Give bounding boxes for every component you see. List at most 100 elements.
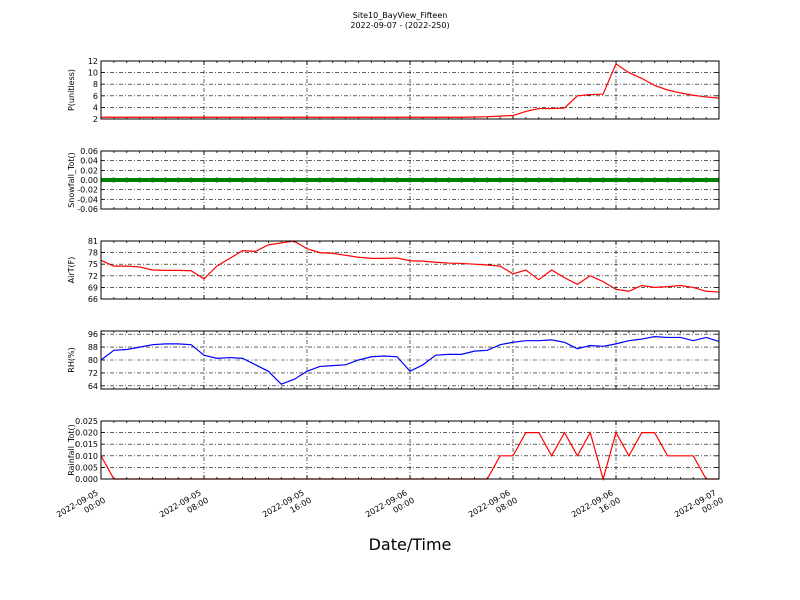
data-point: [613, 177, 619, 183]
data-point: [510, 177, 516, 183]
chart-title: Site10_BayView_Fifteen: [353, 11, 448, 20]
data-point: [446, 177, 452, 183]
data-point: [101, 177, 104, 183]
data-point: [150, 177, 155, 183]
data-point: [188, 177, 194, 183]
data-point: [137, 177, 143, 183]
data-point: [317, 177, 323, 183]
y-tick-label: 2: [93, 115, 98, 124]
data-point: [574, 177, 580, 183]
data-point: [253, 177, 258, 183]
data-line: [101, 240, 719, 293]
y-tick-label: 0.00: [80, 176, 98, 185]
y-tick-label: 0.04: [80, 157, 98, 166]
y-tick-label: 0.020: [75, 429, 98, 438]
data-point: [420, 177, 426, 183]
data-point: [665, 177, 670, 183]
y-tick-label: 6: [93, 92, 98, 101]
data-point: [600, 177, 606, 183]
y-tick-label: 78: [88, 249, 98, 258]
data-point: [497, 177, 503, 183]
data-point: [549, 177, 555, 183]
data-point: [265, 177, 271, 183]
y-tick-label: 64: [88, 382, 98, 391]
y-tick-label: 69: [88, 283, 98, 292]
y-tick-label: -0.04: [77, 195, 98, 204]
data-point: [278, 177, 284, 183]
data-point: [343, 177, 349, 183]
data-point: [690, 177, 696, 183]
plot-frame: [100, 240, 720, 300]
data-point: [356, 177, 361, 183]
chart-subtitle: 2022-09-07 - (2022-250): [350, 21, 449, 30]
plot-frame: [100, 150, 720, 210]
y-tick-label: 10: [88, 69, 98, 78]
y-axis-label: AirT(F): [67, 257, 76, 284]
x-axis-label: Date/Time: [369, 535, 452, 554]
y-tick-label: 75: [88, 260, 98, 269]
data-point: [368, 177, 374, 183]
y-axis-label: P(unitless): [67, 69, 76, 111]
data-point: [162, 177, 168, 183]
data-point: [227, 177, 233, 183]
data-point: [716, 177, 719, 183]
y-tick-label: 0.010: [75, 452, 98, 461]
y-tick-label: -0.06: [77, 205, 98, 214]
data-point: [291, 177, 297, 183]
y-tick-label: 0.025: [75, 417, 98, 426]
data-point: [175, 177, 181, 183]
data-point: [471, 177, 477, 183]
y-tick-label: 80: [88, 356, 98, 365]
data-point: [124, 177, 130, 183]
data-point: [459, 177, 464, 183]
panel: -0.06-0.04-0.020.000.020.040.06 Snowfall_…: [67, 147, 720, 214]
y-tick-label: 72: [88, 369, 98, 378]
y-tick-label: 88: [88, 343, 98, 352]
y-tick-label: 72: [88, 272, 98, 281]
y-axis-label: RH(%): [67, 347, 76, 372]
data-point: [652, 177, 658, 183]
data-layer: [101, 336, 719, 385]
y-axis-label: Snowfall_Tot(): [67, 152, 76, 208]
data-point: [562, 177, 567, 183]
data-layer: [101, 240, 719, 293]
plot-frame: [100, 420, 720, 480]
panel: 66 69 72 75 78 81 AirT(F): [67, 237, 720, 304]
data-point: [201, 177, 207, 183]
data-point: [626, 177, 632, 183]
y-tick-label: 8: [93, 80, 98, 89]
data-point: [639, 177, 645, 183]
y-tick-label: 0.005: [75, 463, 98, 472]
y-tick-label: 0.015: [75, 440, 98, 449]
plot-frame: [100, 60, 720, 120]
y-tick-label: 96: [88, 330, 98, 339]
data-layer: [101, 177, 719, 183]
data-point: [433, 177, 439, 183]
data-point: [330, 177, 336, 183]
data-point: [304, 177, 310, 183]
y-tick-label: 12: [88, 57, 98, 66]
y-tick-label: 0.06: [80, 147, 98, 156]
data-point: [111, 177, 117, 183]
data-line: [101, 62, 719, 118]
data-point: [214, 177, 220, 183]
data-point: [394, 177, 400, 183]
data-point: [703, 177, 709, 183]
data-point: [240, 177, 246, 183]
panel: 2 4 6 8 10 12 P(unitless): [67, 57, 720, 124]
y-tick-label: 4: [93, 103, 98, 112]
data-point: [381, 177, 387, 183]
y-tick-label: -0.02: [77, 186, 98, 195]
data-layer: [101, 62, 719, 118]
data-point: [677, 177, 683, 183]
panel: 64 72 80 88 96 RH(%): [67, 330, 720, 391]
y-tick-label: 66: [88, 295, 98, 304]
plot-frame: [100, 330, 720, 390]
data-point: [407, 177, 413, 183]
data-point: [587, 177, 593, 183]
data-point: [523, 177, 529, 183]
y-tick-label: 0.000: [75, 475, 98, 484]
data-line: [101, 336, 719, 385]
